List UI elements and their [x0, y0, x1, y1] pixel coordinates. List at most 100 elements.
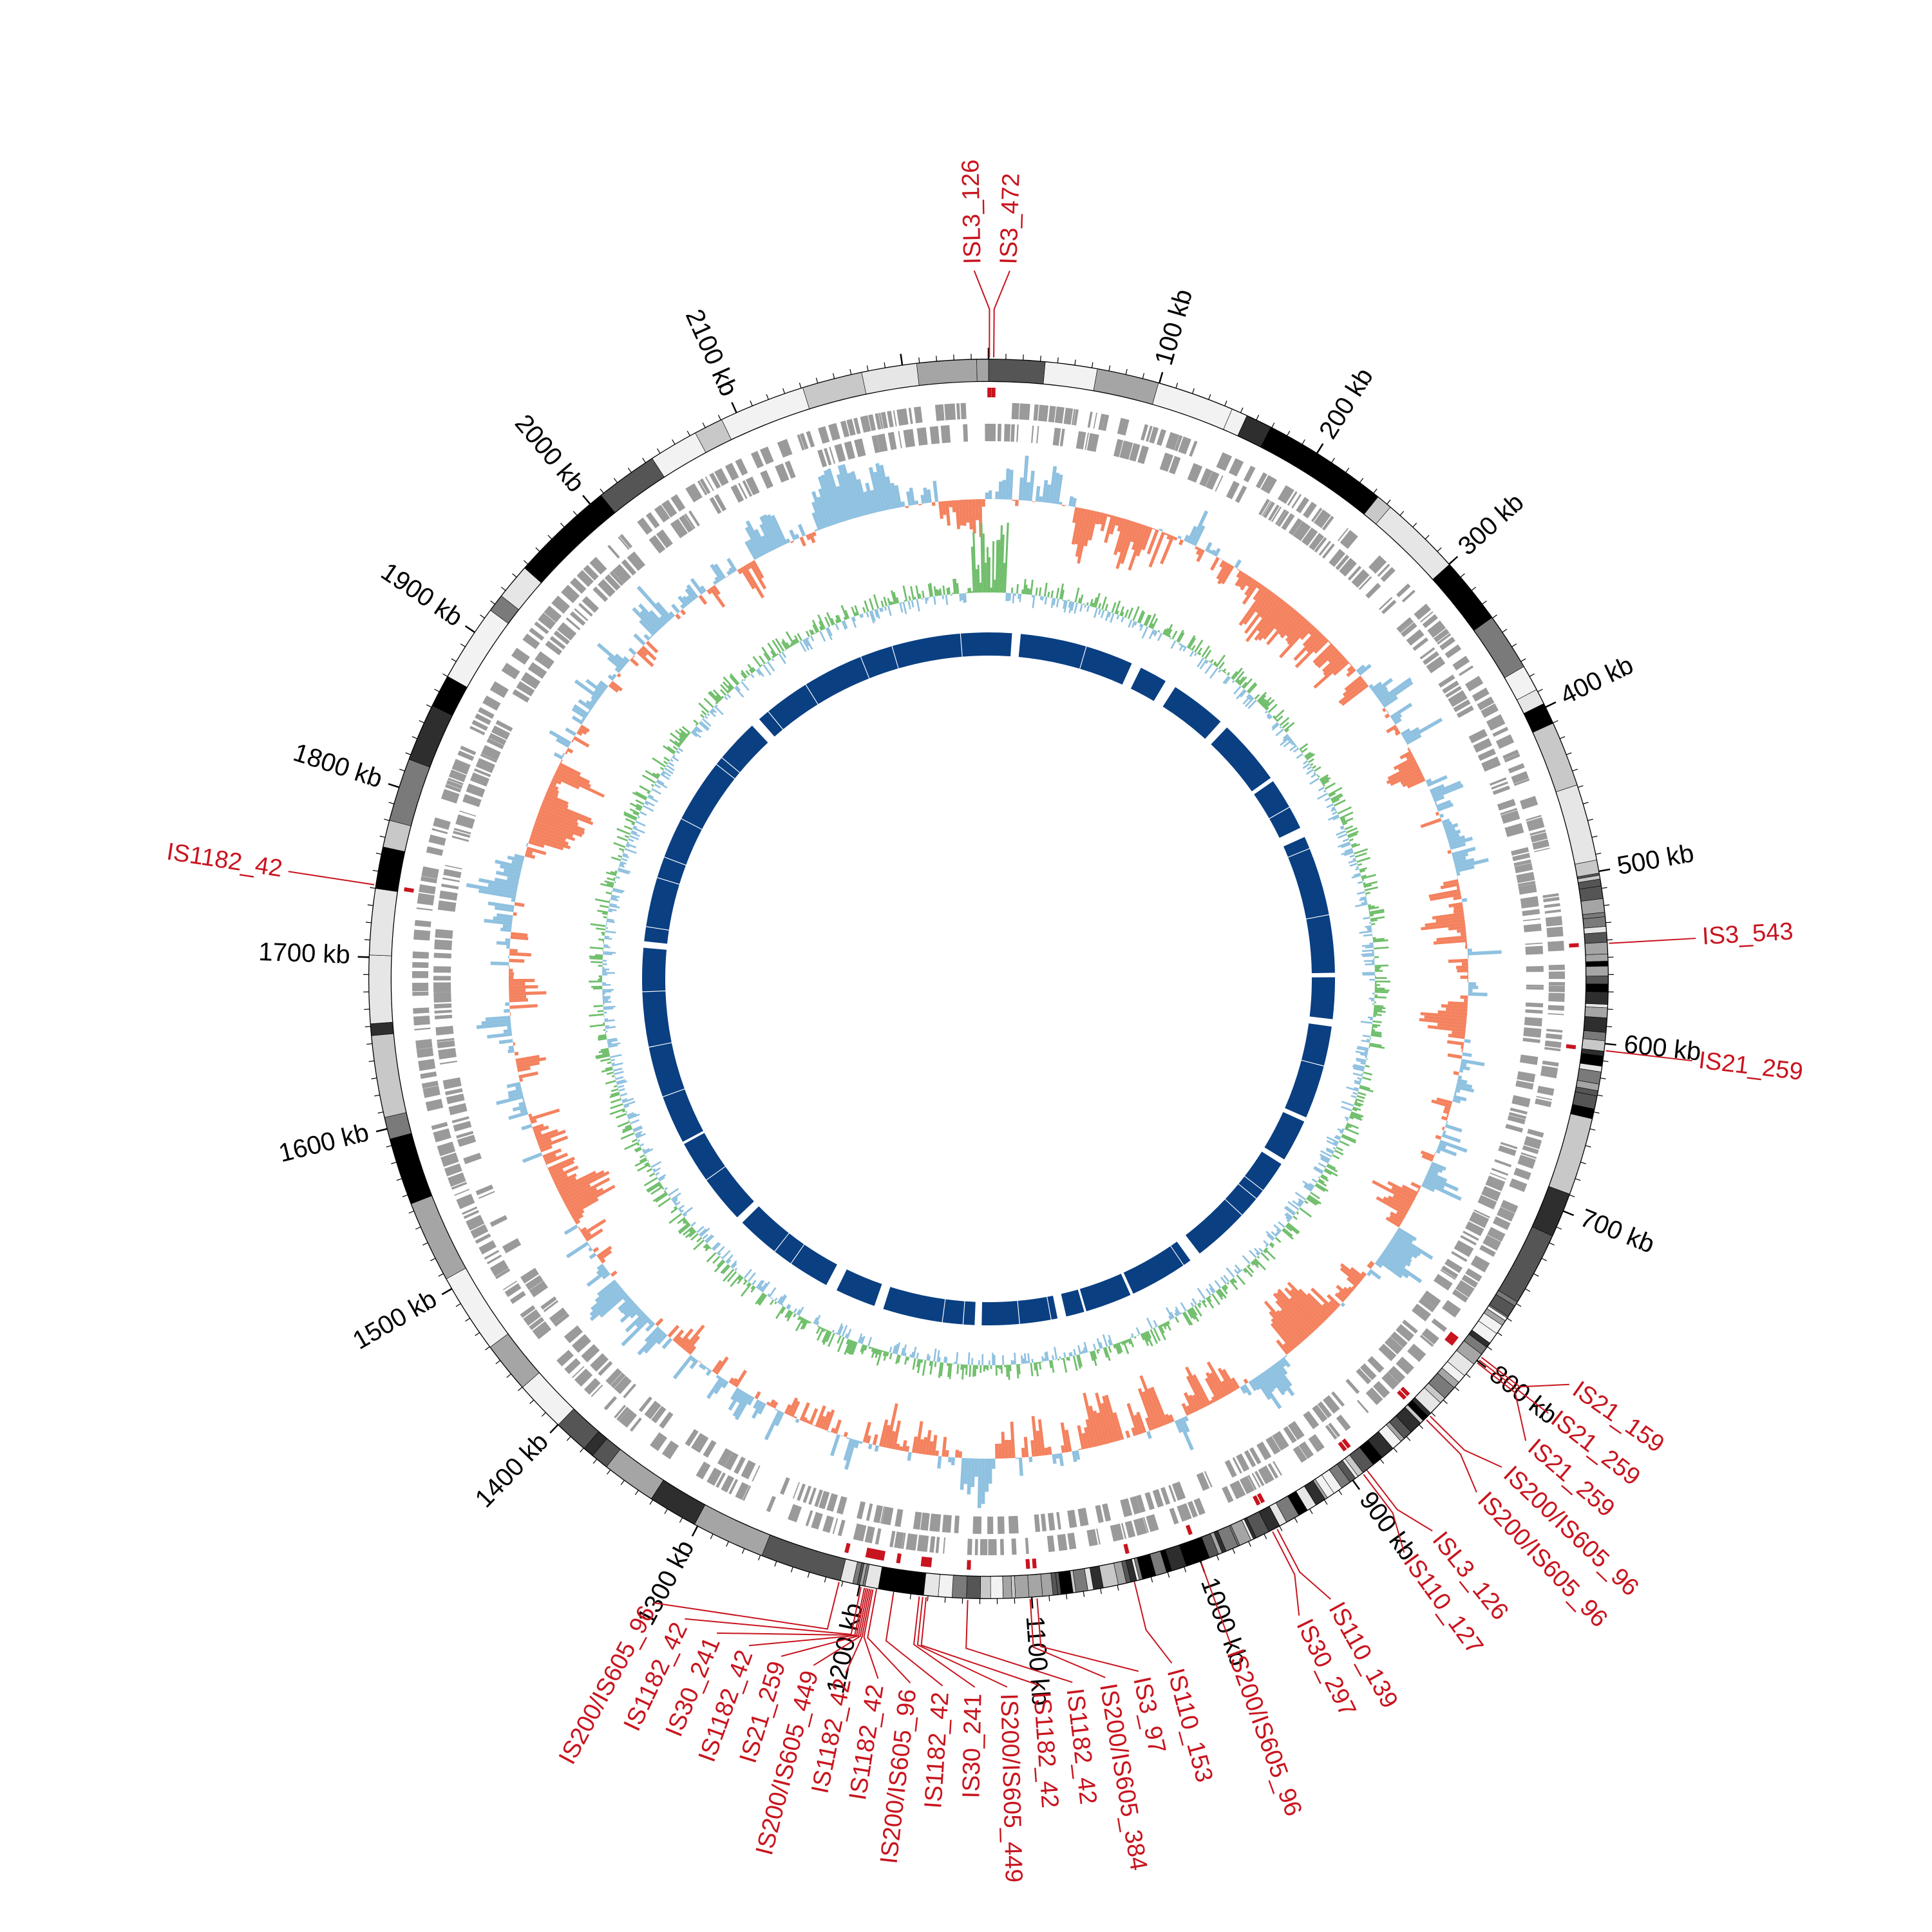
gene-block-reverse: [611, 1372, 626, 1388]
tick-mark: [495, 1359, 501, 1365]
gc-content-bar: [1151, 618, 1159, 630]
gc-skew-bar: [560, 1171, 610, 1198]
tick-mark: [1359, 478, 1364, 484]
gc-content-bar: [1304, 752, 1312, 758]
gc-content-bar: [774, 1301, 777, 1305]
is-marker: [967, 1560, 971, 1570]
gene-block-reverse: [462, 793, 482, 808]
gc-content-bar: [1354, 852, 1367, 858]
gc-skew-bar: [766, 514, 784, 547]
gc-content-bar: [670, 1207, 678, 1214]
gene-block-forward: [797, 434, 805, 451]
gene-block-forward: [412, 982, 429, 992]
gc-content-bar: [1363, 880, 1378, 887]
gc-content-bar: [625, 844, 630, 848]
gc-content-bar: [1325, 1147, 1335, 1153]
gc-content-bar: [650, 1160, 662, 1168]
gc-content-bar: [1284, 1213, 1292, 1220]
gc-content-bar: [596, 1054, 611, 1059]
gene-block-reverse: [443, 869, 462, 878]
gc-content-bar: [1263, 701, 1270, 708]
gc-content-bar: [600, 904, 609, 909]
gc-skew-bar: [1350, 1267, 1365, 1280]
gc-content-bar: [714, 1260, 726, 1273]
gc-content-bar: [993, 1354, 996, 1365]
inner-feature-block: [1264, 1112, 1305, 1160]
tick-mark: [1604, 1043, 1616, 1046]
gc-content-bar: [1218, 669, 1222, 673]
gc-content-bar: [1086, 602, 1089, 606]
gc-skew-bar: [1459, 1065, 1470, 1071]
gc-skew-bar: [1142, 1391, 1159, 1429]
gc-skew-bar: [632, 655, 635, 659]
gc-skew-bar: [1448, 1034, 1465, 1039]
gc-content-bar: [767, 1293, 770, 1297]
gc-skew-bar: [508, 1111, 529, 1121]
gc-content-bar: [1273, 715, 1276, 719]
gc-content-bar: [1312, 765, 1316, 769]
is-leader-line: [1029, 1598, 1106, 1678]
gc-skew-bar: [1378, 677, 1412, 703]
gc-skew-bar: [1448, 837, 1473, 847]
gc-content-bar: [1374, 984, 1381, 986]
gc-content-bar: [1359, 898, 1367, 902]
gc-content-bar: [1372, 1003, 1374, 1005]
gc-skew-bar: [537, 811, 585, 832]
gene-block-forward: [1096, 1528, 1101, 1545]
gc-content-bar: [677, 1222, 690, 1233]
gc-content-bar: [1068, 601, 1072, 608]
gc-content-bar: [1197, 647, 1203, 655]
gc-skew-bar: [975, 499, 980, 520]
gene-block-forward: [486, 1255, 502, 1265]
gene-block-reverse: [703, 1440, 717, 1458]
gc-skew-bar: [1435, 1135, 1442, 1140]
karyotype-band: [1498, 1226, 1553, 1303]
gc-skew-bar: [747, 1396, 755, 1406]
gene-block-forward: [529, 627, 545, 641]
tick-mark: [1216, 1555, 1220, 1561]
tick-mark: [1502, 629, 1508, 633]
gc-content-bar: [936, 1350, 940, 1362]
gc-skew-bar: [533, 1125, 549, 1134]
gc-skew-bar: [1450, 842, 1466, 850]
gc-content-bar: [1280, 736, 1291, 746]
gc-content-bar: [1371, 1027, 1374, 1030]
gene-block-reverse: [659, 1412, 674, 1429]
gc-skew-bar: [1453, 1071, 1459, 1075]
gc-skew-bar: [951, 500, 956, 513]
gc-skew-bar: [1276, 1361, 1288, 1376]
gc-content-bar: [1320, 1157, 1329, 1164]
gc-skew-bar: [591, 1284, 621, 1311]
gene-block-forward: [735, 458, 748, 476]
gc-skew-bar: [1457, 1075, 1463, 1080]
gc-content-bar: [961, 1364, 965, 1380]
gene-block-reverse: [448, 1103, 468, 1115]
gc-skew-bar: [1443, 821, 1453, 828]
gc-content-bar: [1237, 1270, 1240, 1274]
gene-block-reverse: [571, 1334, 591, 1353]
gc-skew-bar: [508, 1092, 524, 1099]
gc-content-bar: [603, 942, 604, 945]
gene-block-forward: [1298, 1441, 1314, 1459]
gc-content-bar: [1283, 739, 1293, 748]
gc-skew-bar: [1061, 504, 1066, 507]
tick-mark: [512, 573, 517, 578]
gc-skew-bar: [1439, 1139, 1468, 1153]
gene-block-forward: [419, 884, 436, 895]
gene-block-forward: [422, 1085, 440, 1098]
tick-mark: [1486, 1346, 1492, 1350]
gene-block-forward: [699, 478, 711, 495]
gc-content-bar: [948, 587, 951, 595]
gene-block-reverse: [1406, 629, 1425, 646]
gc-content-bar: [1335, 1135, 1341, 1139]
is-leader-line: [1481, 1356, 1569, 1388]
gc-content-bar: [607, 1039, 618, 1043]
gc-skew-bar: [1211, 549, 1217, 556]
gc-skew-bar: [1088, 511, 1099, 541]
gc-skew-bar: [737, 568, 743, 574]
gc-skew-bar: [1055, 474, 1063, 504]
gene-block-reverse: [1522, 909, 1540, 916]
gc-content-bar: [1204, 649, 1212, 659]
gc-skew-bar: [726, 570, 732, 576]
gc-skew-bar: [1254, 1376, 1272, 1401]
